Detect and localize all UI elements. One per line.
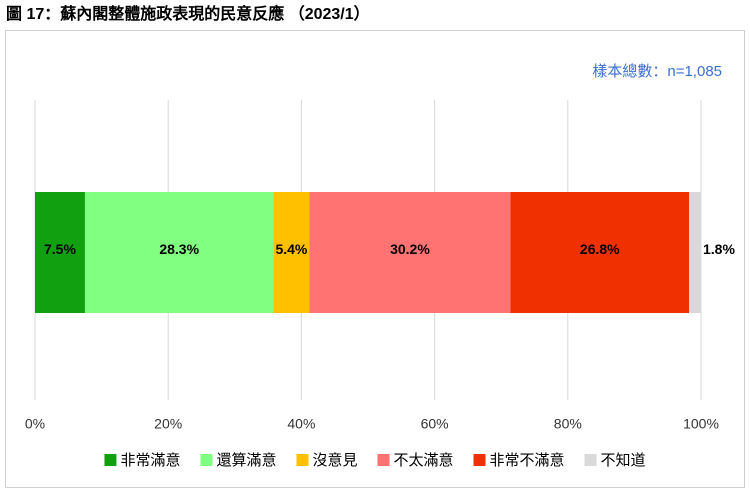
x-tick-label: 60% [421,416,449,432]
bar-segment [273,192,310,313]
legend-label: 非常不滿意 [490,451,565,469]
value-label: 1.8% [703,241,735,257]
bar-segment [689,192,701,313]
legend-label: 沒意見 [312,451,357,469]
bar-segment [510,192,690,313]
legend-label: 不太滿意 [394,451,454,469]
legend-swatch [200,454,213,466]
legend-swatch [584,454,597,466]
legend-swatch [296,454,309,466]
x-tick-label: 20% [154,416,182,432]
value-label: 28.3% [159,241,199,257]
x-tick-label: 0% [25,416,45,432]
value-label: 30.2% [390,241,430,257]
sample-note: 樣本總數：n=1,085 [592,62,722,80]
legend-label: 不知道 [601,452,646,469]
x-tick-label: 40% [287,416,315,432]
value-label: 26.8% [580,241,620,257]
bar-segment [309,192,511,313]
legend-swatch [104,454,117,466]
value-label: 7.5% [44,241,76,257]
bar-segment [84,192,274,313]
bar-segment [35,192,85,313]
legend-swatch [473,454,486,466]
legend: 非常滿意 還算滿意 沒意見 不太滿意 非常不滿意 不知道 [104,451,646,469]
value-label: 5.4% [275,241,307,257]
x-tick-label: 100% [683,416,719,432]
legend-swatch [377,454,390,466]
legend-label: 還算滿意 [216,451,276,469]
chart-title: 圖 17：蘇內閣整體施政表現的民意反應 （2023/1） [6,4,370,23]
x-tick-label: 80% [554,416,582,432]
legend-label: 非常滿意 [120,451,180,469]
